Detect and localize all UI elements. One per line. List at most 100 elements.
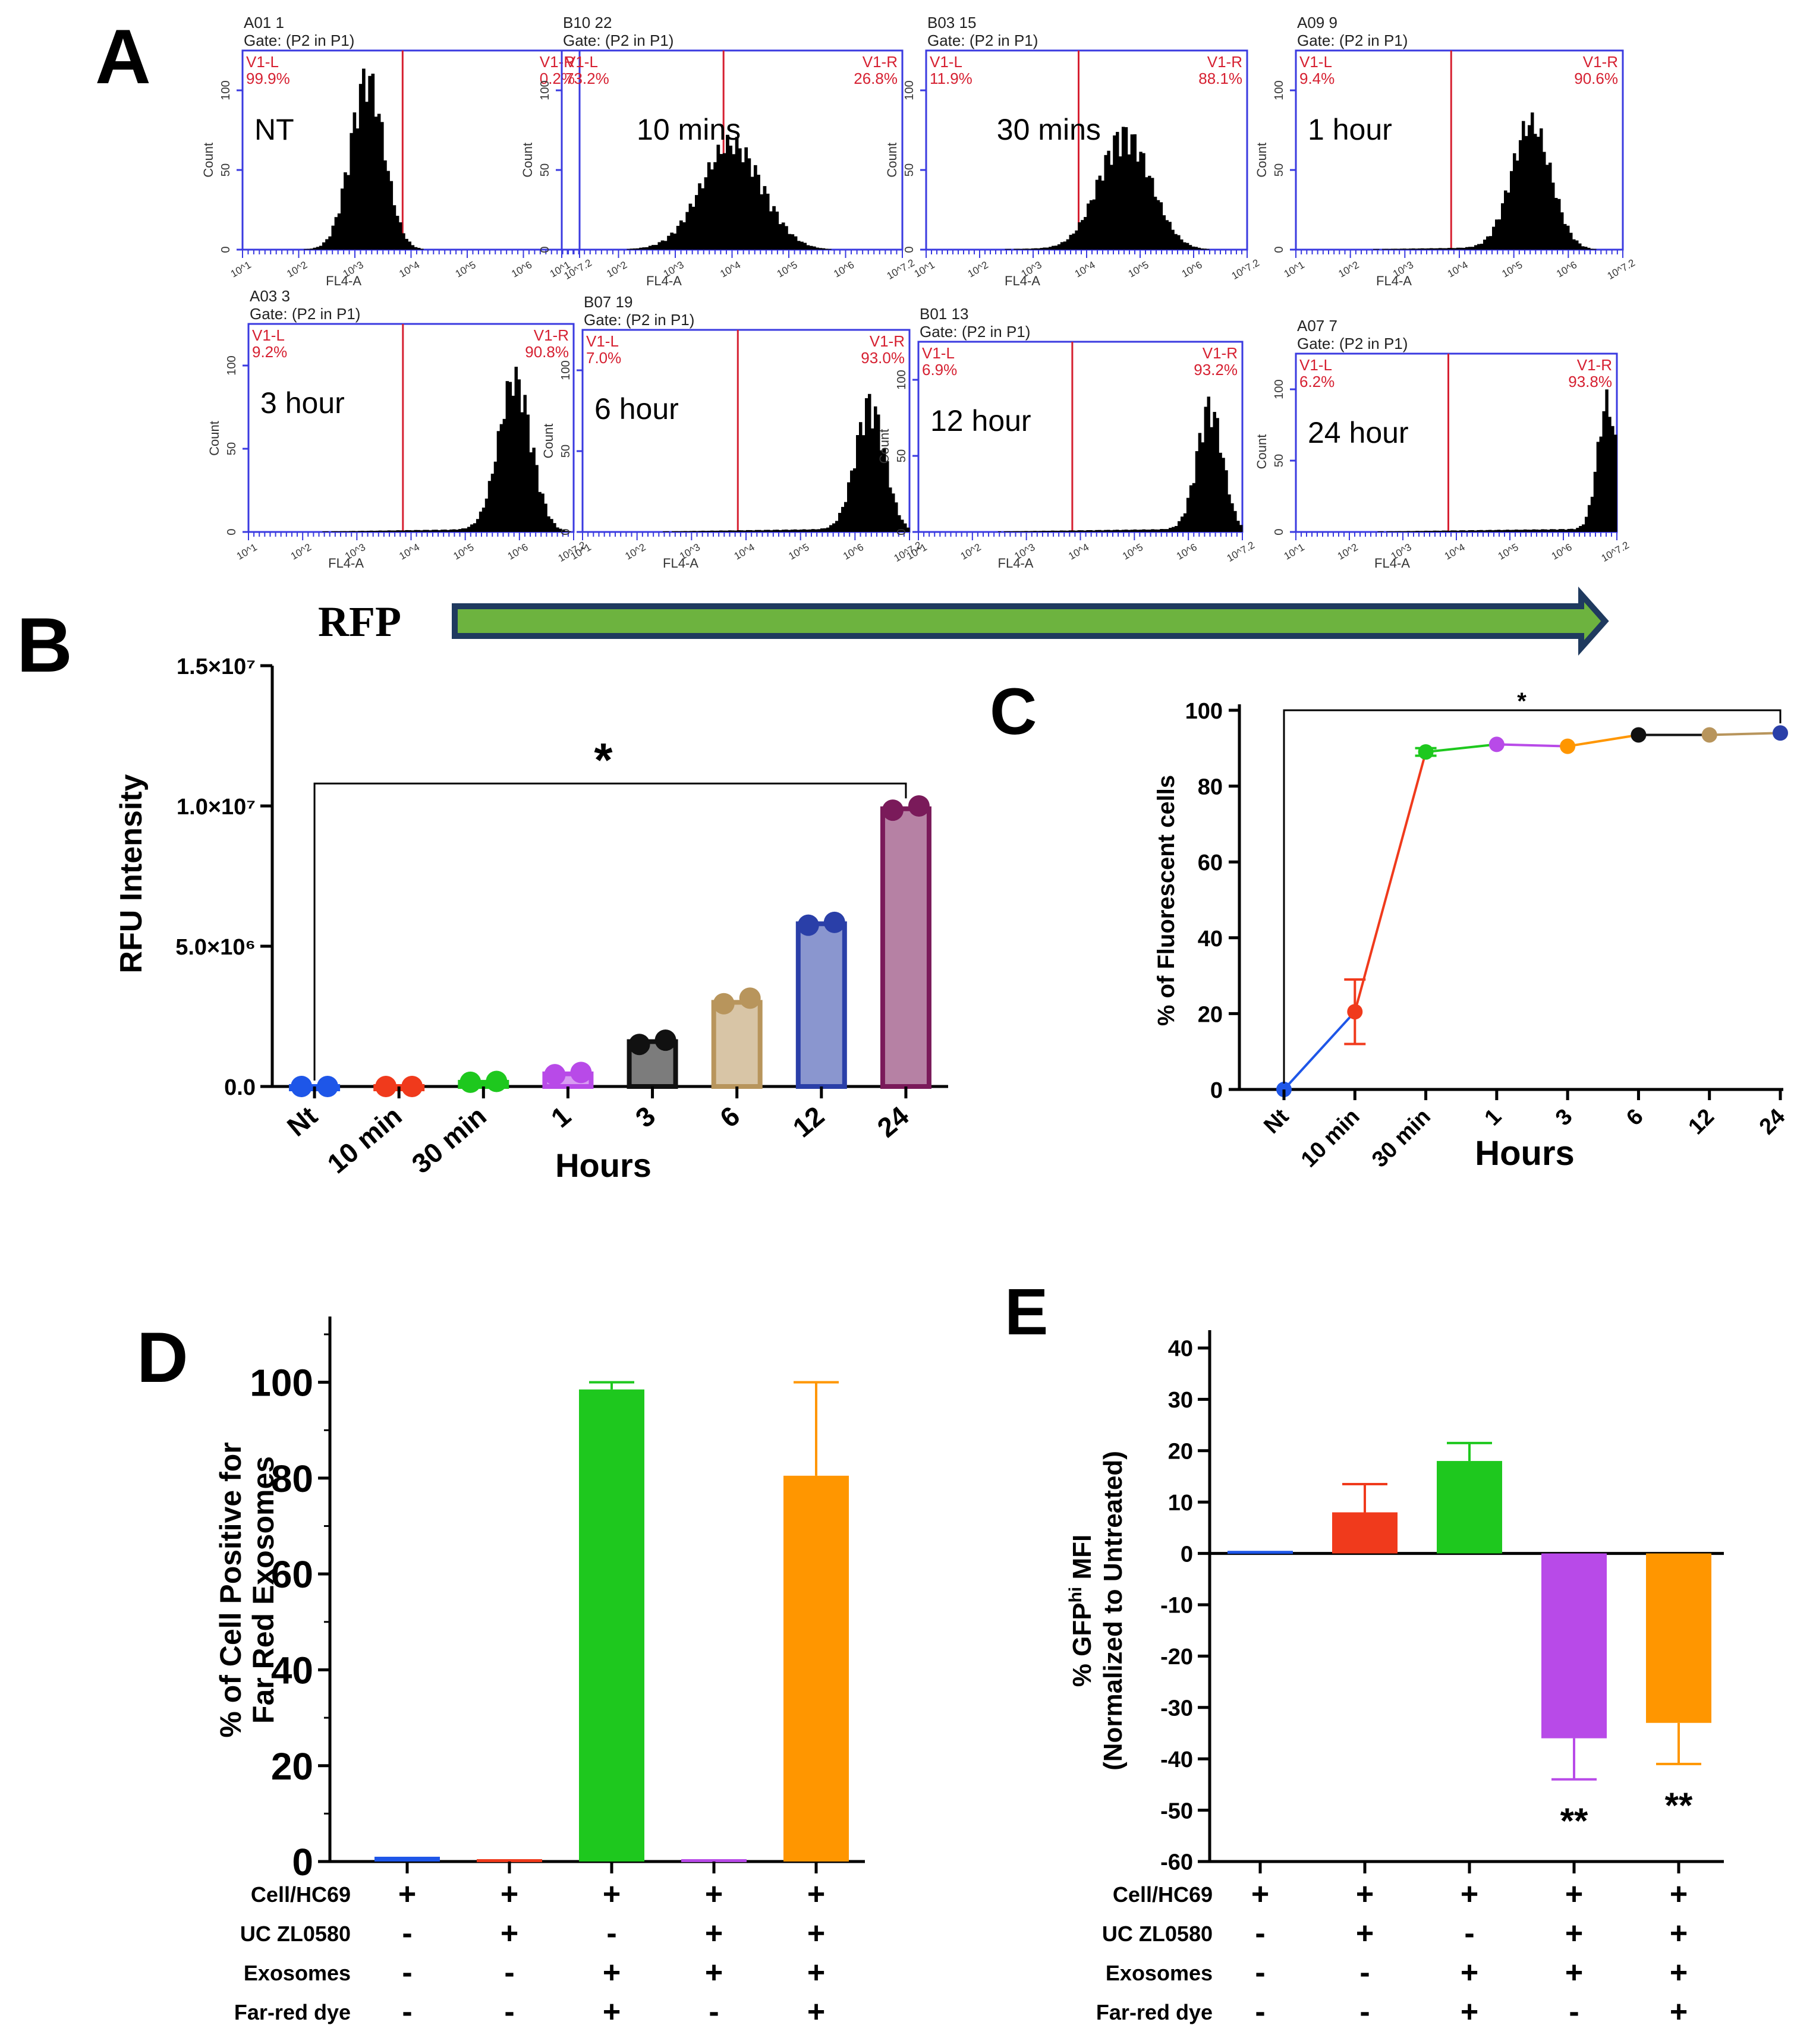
histogram-bar [1142,153,1145,250]
histogram-bar [375,530,379,532]
histogram-bar [880,450,883,532]
histogram-bar [1442,248,1445,250]
bar [579,1389,644,1862]
histogram-bar [1504,190,1507,250]
histogram-bar [362,68,366,250]
histogram-bar [1560,212,1564,250]
histogram-bar [877,414,880,532]
gate-right-percent: 90.8% [525,343,569,361]
histogram-bar [1169,528,1172,532]
histogram-bar [417,248,421,250]
histogram-bar [1418,248,1421,250]
histogram-bar [722,153,726,250]
histogram-bar [1385,248,1389,250]
histogram-bar [1236,521,1240,532]
histogram-bar [1069,235,1072,250]
histogram-bar [1608,417,1612,532]
histogram-bar [1433,530,1437,532]
bar [880,806,931,1089]
histogram-bar [1543,152,1546,250]
histogram-bar [1447,530,1451,532]
histogram-bar [473,523,477,532]
histogram-bar [1166,529,1169,532]
histogram-bar [1219,452,1222,532]
histogram-bar [402,530,406,532]
histogram-sample-id: B03 15 [927,14,976,32]
histogram-bar [1119,156,1122,250]
histogram-bar [399,530,403,532]
histogram-bar [1025,248,1029,250]
histogram-bar [1056,530,1060,532]
histogram-bar [1046,247,1049,250]
histogram-bar [1590,496,1594,532]
y-axis-title: % GFPhi MFI [1066,1535,1097,1687]
gate-left-label: V1-L [586,332,619,350]
histogram-bar [1121,127,1125,250]
condition-sign: - [606,1916,616,1951]
histogram-bar [829,525,833,532]
histogram-bar [809,245,813,250]
histogram-bar [820,528,824,532]
histogram-bar [763,186,767,250]
histogram-ylabel: Count [207,421,222,456]
histogram-bar [761,530,764,532]
histogram-bar [502,418,506,532]
histogram-bar [414,530,417,532]
histogram-sample-id: B07 19 [584,293,632,311]
histogram-bar [853,468,857,532]
bar [711,1000,763,1089]
histogram-bar [337,531,341,532]
bar [795,921,847,1089]
histogram-bar [743,530,747,532]
histogram-bar [1110,530,1113,532]
condition-sign: + [705,1877,723,1911]
histogram-bar [1186,497,1190,532]
histogram-ytick-label: 100 [895,370,908,389]
histogram-ytick-label: 0 [895,528,908,535]
histogram-bar [535,465,539,532]
histogram-bar [357,531,361,532]
ytick-label: 20 [1198,1002,1223,1027]
histogram-ytick-label: 50 [219,163,232,177]
histogram-bar [639,247,643,250]
histogram-bar [1373,248,1377,250]
histogram-ylabel: Count [885,143,899,178]
histogram-bar [1483,530,1486,532]
condition-sign: + [807,1955,825,1990]
histogram-ytick-label: 50 [1273,163,1286,177]
histogram-bar [698,183,701,250]
histogram-bar [1180,516,1184,532]
histogram-bar [355,128,360,250]
histogram-bar [713,162,717,250]
histogram-bar [1525,136,1528,250]
histogram-xlabel: FL4-A [326,273,361,288]
histogram-bar [1439,248,1442,250]
histogram-bar [663,531,666,532]
histogram-bar [304,248,307,250]
histogram-bar [1074,530,1078,532]
histogram-gate-label: Gate: (P2 in P1) [563,32,673,49]
histogram-bar [737,530,741,532]
histogram-bar [411,530,414,532]
condition-sign: + [705,1916,723,1951]
significance-marker: ** [1665,1785,1693,1825]
histogram-bar [334,217,338,250]
significance-bracket [1283,709,1782,1084]
histogram-xlabel: FL4-A [1374,556,1410,571]
histogram-bar [1148,530,1151,532]
histogram-bar [1121,530,1125,532]
histogram-bar [1501,203,1505,250]
line-segment [1354,751,1427,1012]
histogram-bar [423,530,426,532]
histogram-bar [753,165,757,250]
histogram-bar [1566,225,1570,250]
histogram-bar [862,435,865,532]
panel-label-b: B [17,601,73,688]
histogram-bar [817,529,821,532]
histogram-bar [811,529,815,532]
histogram-bar [1101,530,1104,532]
histogram-bar [704,177,708,250]
histogram-bar [1488,530,1492,532]
histogram-bar [710,530,714,532]
